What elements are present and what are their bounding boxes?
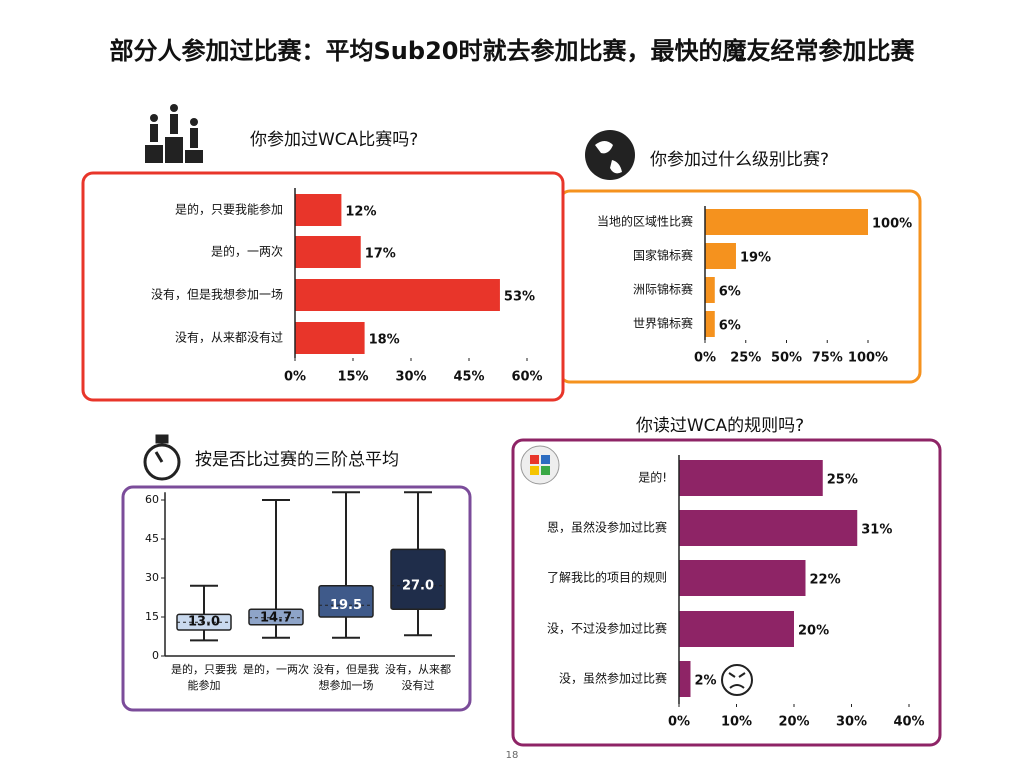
chart-title: 你读过WCA的规则吗?: [636, 416, 804, 436]
x-tick-label: 0%: [694, 351, 716, 366]
median-label: 19.5: [330, 598, 362, 613]
x-tick-label: 15%: [337, 370, 368, 385]
podium-icon: [145, 104, 203, 163]
value-label: 19%: [740, 251, 771, 266]
value-label: 6%: [719, 285, 741, 300]
panel: [121, 485, 472, 712]
bar: [705, 311, 715, 337]
x-tick-label: 30%: [836, 715, 867, 730]
category-label: 没有，从来都没有过: [385, 663, 451, 692]
value-label: 18%: [369, 333, 400, 348]
value-label: 25%: [827, 473, 858, 488]
value-label: 100%: [872, 217, 912, 232]
category-label: 当地的区域性比赛: [597, 214, 693, 229]
category-label: 国家锦标赛: [633, 248, 693, 263]
slide-title: 部分人参加过比赛：平均Sub20时就去参加比赛，最快的魔友经常参加比赛: [110, 37, 916, 65]
category-label: 是的!: [638, 470, 667, 485]
bar: [679, 661, 691, 697]
x-tick-label: 60%: [511, 370, 542, 385]
value-label: 22%: [810, 573, 841, 588]
value-label: 2%: [695, 674, 717, 689]
bar: [679, 460, 823, 496]
x-tick-label: 100%: [848, 351, 888, 366]
category-label: 洲际锦标赛: [633, 282, 693, 297]
angry-face-icon: [721, 664, 753, 696]
category-label: 没有，从来都没有过: [175, 330, 283, 345]
y-tick-label: 60: [145, 493, 159, 506]
value-label: 12%: [345, 205, 376, 220]
y-tick-label: 15: [145, 610, 159, 623]
y-tick-label: 30: [145, 571, 159, 584]
box: [248, 608, 304, 626]
category-label: 世界锦标赛: [633, 316, 693, 331]
x-tick-label: 0%: [668, 715, 690, 730]
category-label: 没有，但是我想参加一场: [151, 287, 283, 302]
x-tick-label: 75%: [812, 351, 843, 366]
category-label: 是的，只要我能参加: [171, 663, 237, 692]
bar: [295, 236, 361, 268]
box: [390, 548, 446, 610]
page-number: 18: [506, 750, 519, 761]
y-tick-label: 45: [145, 532, 159, 545]
bar: [295, 194, 342, 226]
x-tick-label: 30%: [395, 370, 426, 385]
value-label: 6%: [719, 319, 741, 334]
median-label: 13.0: [188, 615, 220, 630]
category-label: 是的，只要我能参加: [175, 202, 283, 217]
category-label: 是的，一两次: [211, 244, 283, 259]
category-label: 没有，但是我想参加一场: [313, 663, 379, 692]
x-tick-label: 20%: [778, 715, 809, 730]
bar: [295, 279, 500, 311]
category-label: 是的，一两次: [243, 663, 309, 676]
bar: [705, 243, 736, 269]
bar: [679, 560, 806, 596]
box: [318, 585, 374, 618]
chart-title: 你参加过什么级别比赛?: [650, 149, 829, 170]
bar: [705, 277, 715, 303]
cube-icon: [520, 445, 560, 485]
value-label: 31%: [861, 523, 892, 538]
category-label: 没，不过没参加过比赛: [547, 621, 667, 636]
globe-icon: [585, 130, 635, 180]
stopwatch-icon: [143, 434, 181, 481]
bar: [679, 510, 858, 546]
x-tick-label: 50%: [771, 351, 802, 366]
value-label: 17%: [365, 247, 396, 262]
bar: [679, 611, 794, 647]
bar: [295, 322, 365, 354]
chart-title: 按是否比过赛的三阶总平均: [195, 449, 399, 470]
x-tick-label: 40%: [893, 715, 924, 730]
value-label: 20%: [798, 624, 829, 639]
category-label: 没，虽然参加过比赛: [559, 671, 667, 686]
value-label: 53%: [504, 290, 535, 305]
category-label: 恩，虽然没参加过比赛: [547, 520, 667, 535]
x-tick-label: 0%: [284, 370, 306, 385]
bar: [705, 209, 868, 235]
category-label: 了解我比的项目的规则: [547, 570, 667, 585]
x-tick-label: 10%: [721, 715, 752, 730]
x-tick-label: 25%: [730, 351, 761, 366]
median-label: 14.7: [260, 610, 292, 625]
chart-title: 你参加过WCA比赛吗?: [250, 129, 418, 150]
median-label: 27.0: [402, 578, 434, 593]
y-tick-label: 0: [152, 649, 159, 662]
x-tick-label: 45%: [453, 370, 484, 385]
